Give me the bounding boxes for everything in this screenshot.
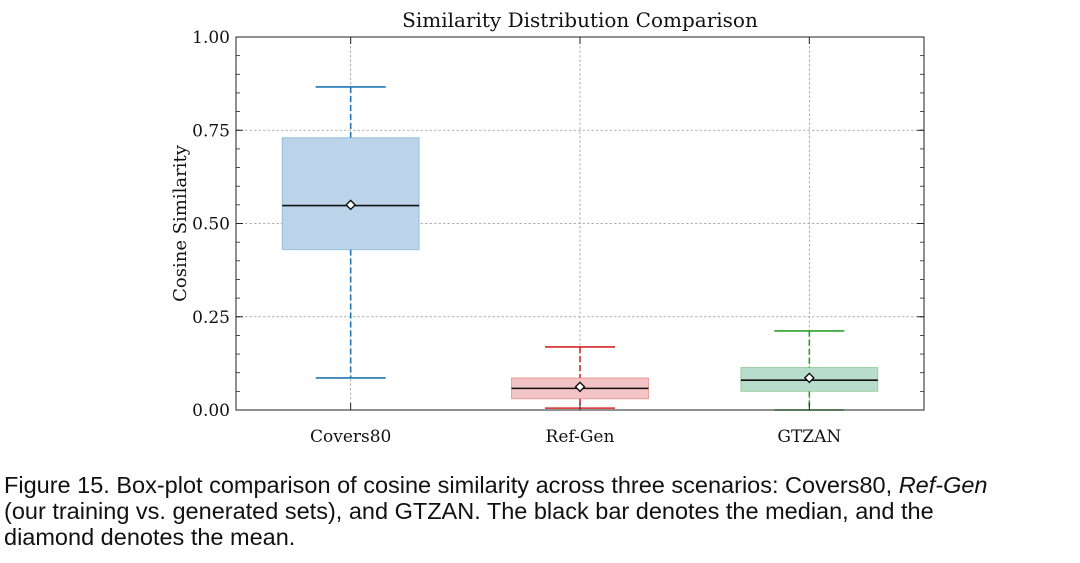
mean-diamond	[574, 381, 586, 393]
x-tick-label: GTZAN	[777, 427, 841, 447]
box-covers80	[281, 86, 420, 379]
chart-title: Similarity Distribution Comparison	[402, 8, 758, 32]
y-tick-label: 1.00	[192, 28, 230, 48]
y-axis-label: Cosine Similarity	[170, 144, 191, 302]
mean-diamond	[803, 372, 815, 384]
mean-diamond	[345, 199, 357, 211]
boxes	[281, 86, 879, 411]
box-gtzan	[740, 330, 879, 411]
box-ref-gen	[511, 346, 649, 409]
caption-line-2: (our training vs. generated sets), and G…	[4, 498, 934, 524]
y-tick-label: 0.25	[192, 308, 230, 328]
y-tick-label: 0.00	[192, 401, 230, 421]
figure-caption: Figure 15. Box-plot comparison of cosine…	[4, 472, 1076, 550]
y-tick-label: 0.50	[192, 215, 230, 235]
caption-text: Figure 15. Box-plot comparison of cosine…	[4, 472, 899, 498]
y-tick-label: 0.75	[192, 121, 230, 141]
caption-line-3: diamond denotes the mean.	[4, 524, 296, 550]
caption-italic-term: Ref-Gen	[898, 472, 988, 498]
x-tick-label: Covers80	[310, 427, 391, 447]
axis-ticks: 0.00 0.25 0.50 0.75 1.00 Covers80 Ref-Gen GTZAN	[192, 28, 924, 447]
box-plot-chart: 0.00 0.25 0.50 0.75 1.00 Covers80 Ref-Gen GTZAN…	[170, 8, 925, 447]
iqr-box	[281, 137, 420, 251]
x-tick-label: Ref-Gen	[546, 427, 615, 447]
